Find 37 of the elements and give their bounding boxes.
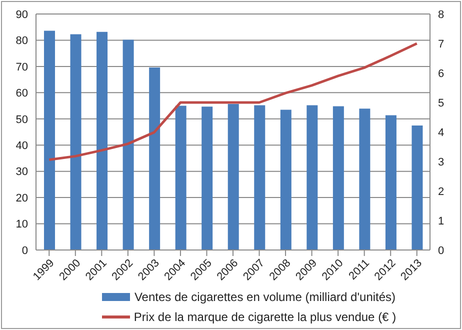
y2-tick-label: 5	[438, 97, 444, 110]
bar	[254, 105, 266, 250]
y2-tick-label: 2	[438, 186, 444, 198]
y-tick-label: 90	[16, 8, 28, 21]
y2-tick-label: 0	[438, 244, 444, 257]
bar	[332, 106, 344, 250]
bar	[228, 104, 239, 250]
bar	[385, 115, 396, 250]
y2-tick-label: 8	[438, 8, 444, 21]
legend-label: Ventes de cigarettes en volume (milliard d'unités)	[134, 290, 396, 304]
bar	[122, 40, 134, 250]
y2-tick-label: 6	[438, 68, 444, 80]
y-tick-label: 30	[16, 166, 28, 178]
bar	[306, 105, 318, 250]
y-tick-label: 50	[16, 114, 28, 126]
bar	[149, 67, 160, 250]
y-tick-label: 10	[16, 218, 28, 231]
bar	[412, 125, 423, 250]
bar	[96, 32, 108, 250]
bar	[359, 108, 370, 250]
y2-tick-label: 3	[438, 156, 444, 168]
y-tick-label: 60	[16, 88, 28, 100]
bar	[202, 106, 213, 250]
y-tick-label: 40	[16, 140, 28, 152]
y2-tick-label: 1	[438, 215, 444, 228]
bar	[70, 34, 82, 250]
bar	[280, 110, 292, 250]
y-tick-label: 0	[22, 244, 28, 257]
line-series	[48, 42, 418, 161]
bar	[175, 106, 186, 250]
legend-label: Prix de la marque de cigarette la plus vendue (€ )	[134, 310, 396, 324]
y2-tick-label: 4	[438, 126, 444, 139]
y-tick-label: 80	[16, 35, 28, 48]
y-tick-label: 20	[16, 192, 28, 204]
y-tick-label: 70	[16, 61, 28, 74]
bar	[44, 30, 55, 250]
y2-tick-label: 7	[438, 38, 444, 50]
